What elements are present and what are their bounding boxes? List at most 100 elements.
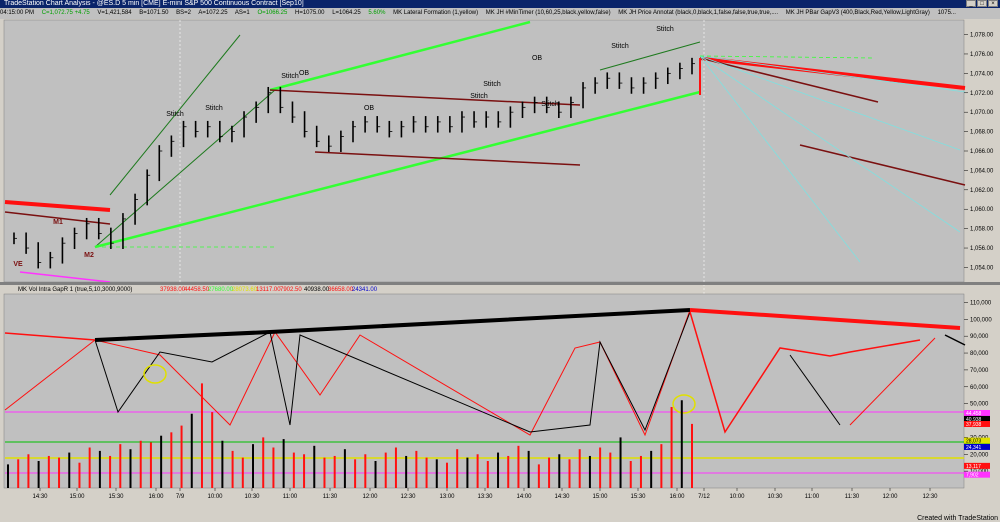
price-tick-label: 1,072.00 [970,91,994,97]
window-title: TradeStation Chart Analysis - @ES.D 5 mi… [4,0,304,7]
value-flag-label: 37,938 [966,422,982,428]
status-time: 04:15:00 PM [0,10,35,16]
price-tick-label: 1,056.00 [970,246,994,252]
x-tick-label: 12:30 [400,494,416,500]
study-lateral: MK Lateral Formation (1,yellow) [393,10,479,16]
x-tick-label: 15:30 [630,494,646,500]
value-flag [964,421,990,428]
volume-legend-value: 37938.00 [160,287,186,293]
price-annotation: M1 [53,219,63,226]
channel-line-dkgreen-c [599,41,701,71]
maximize-button[interactable]: □ [977,0,987,7]
volume-tick-label: 90,000 [970,334,989,340]
green-dashed-level [699,55,876,59]
x-tick-label: 10:00 [207,494,223,500]
close-button[interactable]: × [988,0,998,7]
price-annotation: OB [532,55,542,62]
volume-legend-value: 27680.00 [208,287,234,293]
trend-line-black-thick [94,308,691,342]
time-x-axis: 14:30 15:00 15:30 16:00 7/9 10:00 10:30 11:00 11… [32,488,938,500]
value-flag-label: 13,117 [966,464,981,470]
volume-tick-label: 60,000 [970,385,989,391]
price-annotation: Stitch [470,93,488,100]
x-tick-label: 10:00 [729,494,745,500]
trend-line-maroon-right-b [799,144,966,186]
volume-legend-value: 13117.00 [256,287,281,293]
value-flag [964,471,990,478]
trend-line-maroon-mid [269,89,581,106]
channel-line-dkgreen-b [109,34,241,196]
volume-tick-label: 20,000 [970,452,989,458]
price-bars [13,57,695,269]
volume-tick-label: 80,000 [970,351,989,357]
volume-study-title: MK Vol Intra GapR 1 (true,5,10,3000,9000… [18,287,132,293]
value-flag-label: 40,938 [966,417,982,423]
price-annotation: Stitch [611,43,629,50]
price-annotation: Stitch [483,81,501,88]
price-tick-label: 1,060.00 [970,207,994,213]
study-pbar: MK JH PBar GapV3 (400,Black,Red,Yellow,L… [785,10,930,16]
price-tick-label: 1,068.00 [970,130,994,136]
price-annotation: Stitch [281,73,299,80]
panel-separator[interactable] [0,282,1000,285]
status-ask-size: AS=1 [234,10,250,16]
x-tick-label: 11:00 [805,494,820,500]
x-tick-label: 11:30 [845,494,860,500]
minimize-button[interactable]: _ [966,0,976,7]
price-annotation: Stitch [166,111,184,118]
x-tick-label: 12:30 [922,494,938,500]
status-bid: B=1071.50 [139,10,169,16]
x-tick-label: 15:30 [108,494,124,500]
x-tick-label: 7/9 [176,494,185,500]
projection-black-a [789,354,841,426]
trend-line-maroon-low [314,151,581,166]
price-annotation: Stitch [541,101,559,108]
volume-zigzag [4,308,966,437]
projection-red [689,311,921,434]
price-tick-label: 1,062.00 [970,188,994,194]
price-tick-label: 1,054.00 [970,265,994,271]
x-tick-label: 14:30 [32,494,48,500]
trend-line-maroon-left [4,211,111,225]
x-tick-label: 13:30 [477,494,493,500]
volume-bars [7,383,693,488]
volume-tick-label: 100,000 [970,317,992,323]
x-tick-label: 13:00 [439,494,455,500]
price-tick-label: 1,066.00 [970,149,994,155]
value-flag [964,415,990,422]
price-tick-label: 1,058.00 [970,227,994,233]
status-bar: 04:15:00 PM C=1,072.75 +4.75 V=1,421,584… [0,8,1000,19]
status-volume: V=1,421,584 [97,10,132,16]
volume-levels [5,411,964,474]
price-tick-label: 1,074.00 [970,71,994,77]
volume-legend: 37938.0044458.5027680.0028073.6013117.00… [160,287,378,293]
trend-line-red-right [699,56,966,90]
value-flag-label: 24,341 [966,445,982,451]
volume-tick-label: 50,000 [970,402,989,408]
projection-red-b [849,337,936,426]
x-tick-label: 11:00 [283,494,298,500]
cyan-line-b [699,55,861,263]
highlight-ellipse-a [143,364,167,384]
status-ask: A=1072.25 [198,10,228,16]
title-bar: TradeStation Chart Analysis - @ES.D 5 mi… [0,0,1000,8]
volume-header: MK Vol Intra GapR 1 (true,5,10,3000,9000… [18,287,132,293]
price-annotation: OB [364,105,374,112]
price-annotation: OB [299,70,309,77]
volume-panel [3,293,965,489]
value-flag [964,437,990,444]
volume-legend-value: 36658.00 [328,287,354,293]
trend-line-green-upper [269,20,531,92]
footer-caption: Created with TradeStation [917,515,998,522]
value-flag-label: 44,458 [966,411,982,417]
price-tick-label: 1,076.00 [970,52,994,58]
channel-line-dkgreen-a [94,89,276,248]
status-bid-size: BS=2 [176,10,192,16]
x-tick-label: 15:00 [69,494,85,500]
price-annotation: M2 [84,252,94,259]
volume-legend-value: 44458.50 [184,287,210,293]
x-tick-label: 14:00 [516,494,532,500]
status-pct: 5.60% [368,10,386,16]
